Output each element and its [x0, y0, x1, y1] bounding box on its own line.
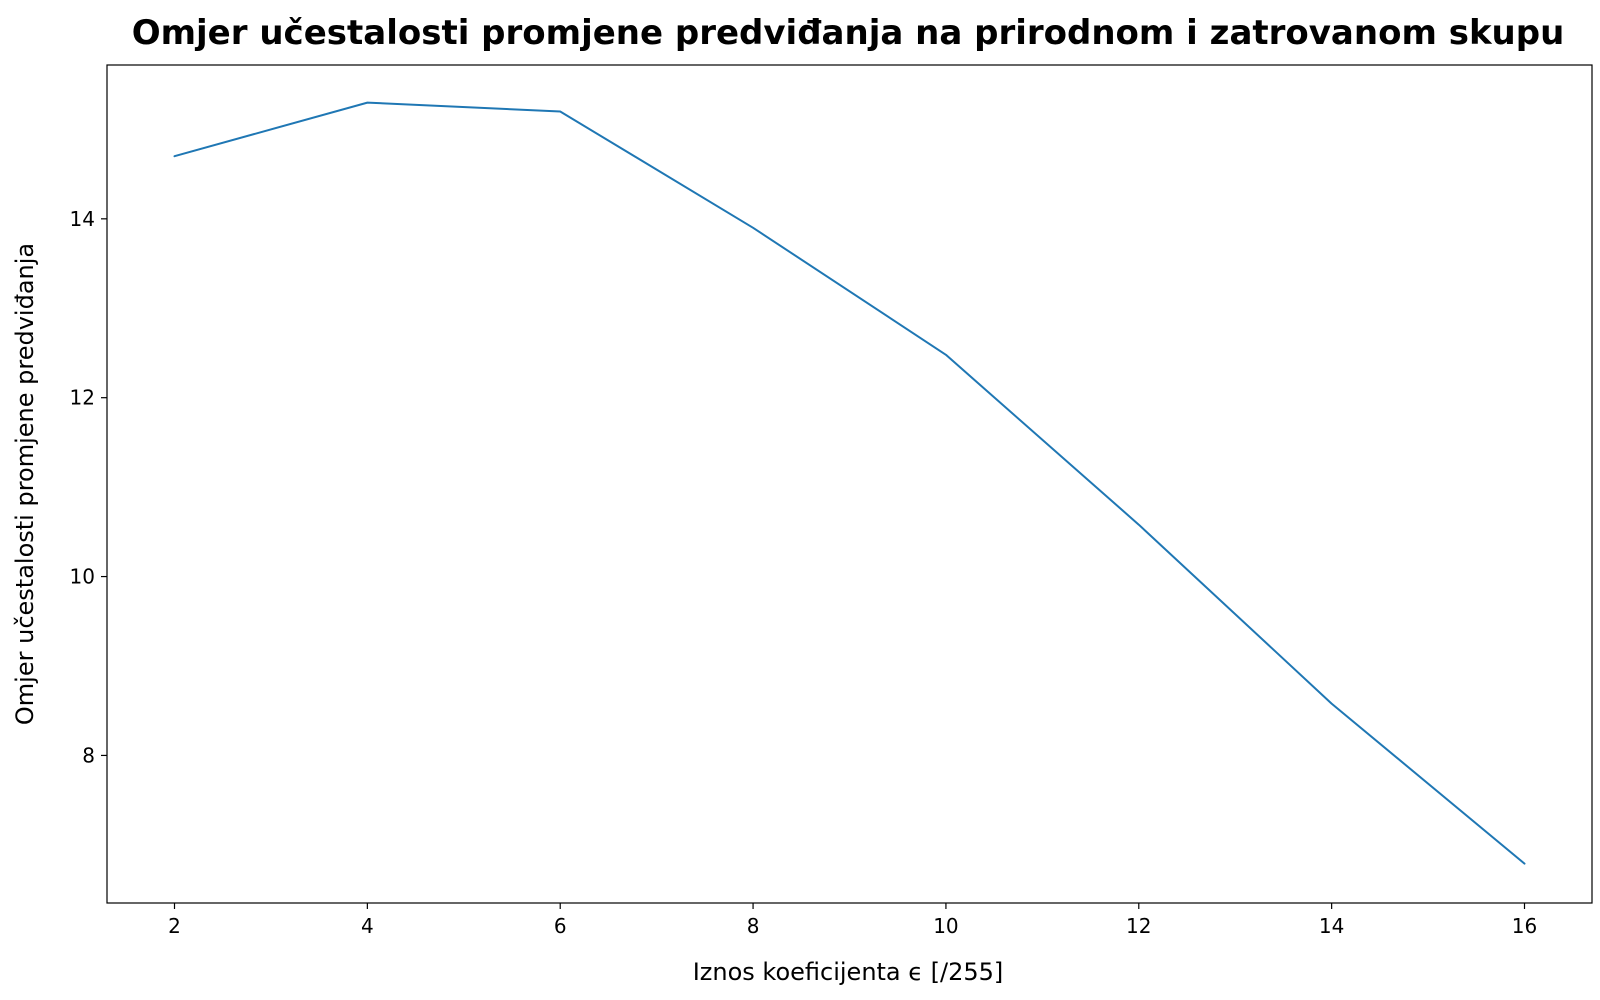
- x-tick-label: 2: [168, 914, 181, 938]
- y-tick-label: 14: [70, 207, 95, 231]
- x-tick-label: 16: [1512, 914, 1537, 938]
- x-tick-label: 8: [747, 914, 760, 938]
- x-tick-label: 10: [933, 914, 958, 938]
- x-tick-label: 4: [361, 914, 374, 938]
- y-tick-label: 10: [70, 565, 95, 589]
- x-tick-label: 6: [554, 914, 567, 938]
- x-axis: 2 4 6 8 10 12 14 16: [168, 903, 1537, 938]
- chart-title: Omjer učestalosti promjene predviđanja n…: [132, 13, 1565, 53]
- x-axis-label: Iznos koeficijenta ϵ [/255]: [693, 958, 1004, 986]
- y-tick-label: 12: [70, 386, 95, 410]
- y-tick-label: 8: [82, 743, 95, 767]
- plot-frame: [106, 64, 1593, 904]
- x-tick-label: 14: [1319, 914, 1344, 938]
- y-axis: 8 10 12 14: [70, 207, 107, 767]
- series-line: [173, 101, 1526, 865]
- x-tick-label: 12: [1126, 914, 1151, 938]
- y-axis-label: Omjer učestalosti promjene predviđanja: [11, 243, 39, 725]
